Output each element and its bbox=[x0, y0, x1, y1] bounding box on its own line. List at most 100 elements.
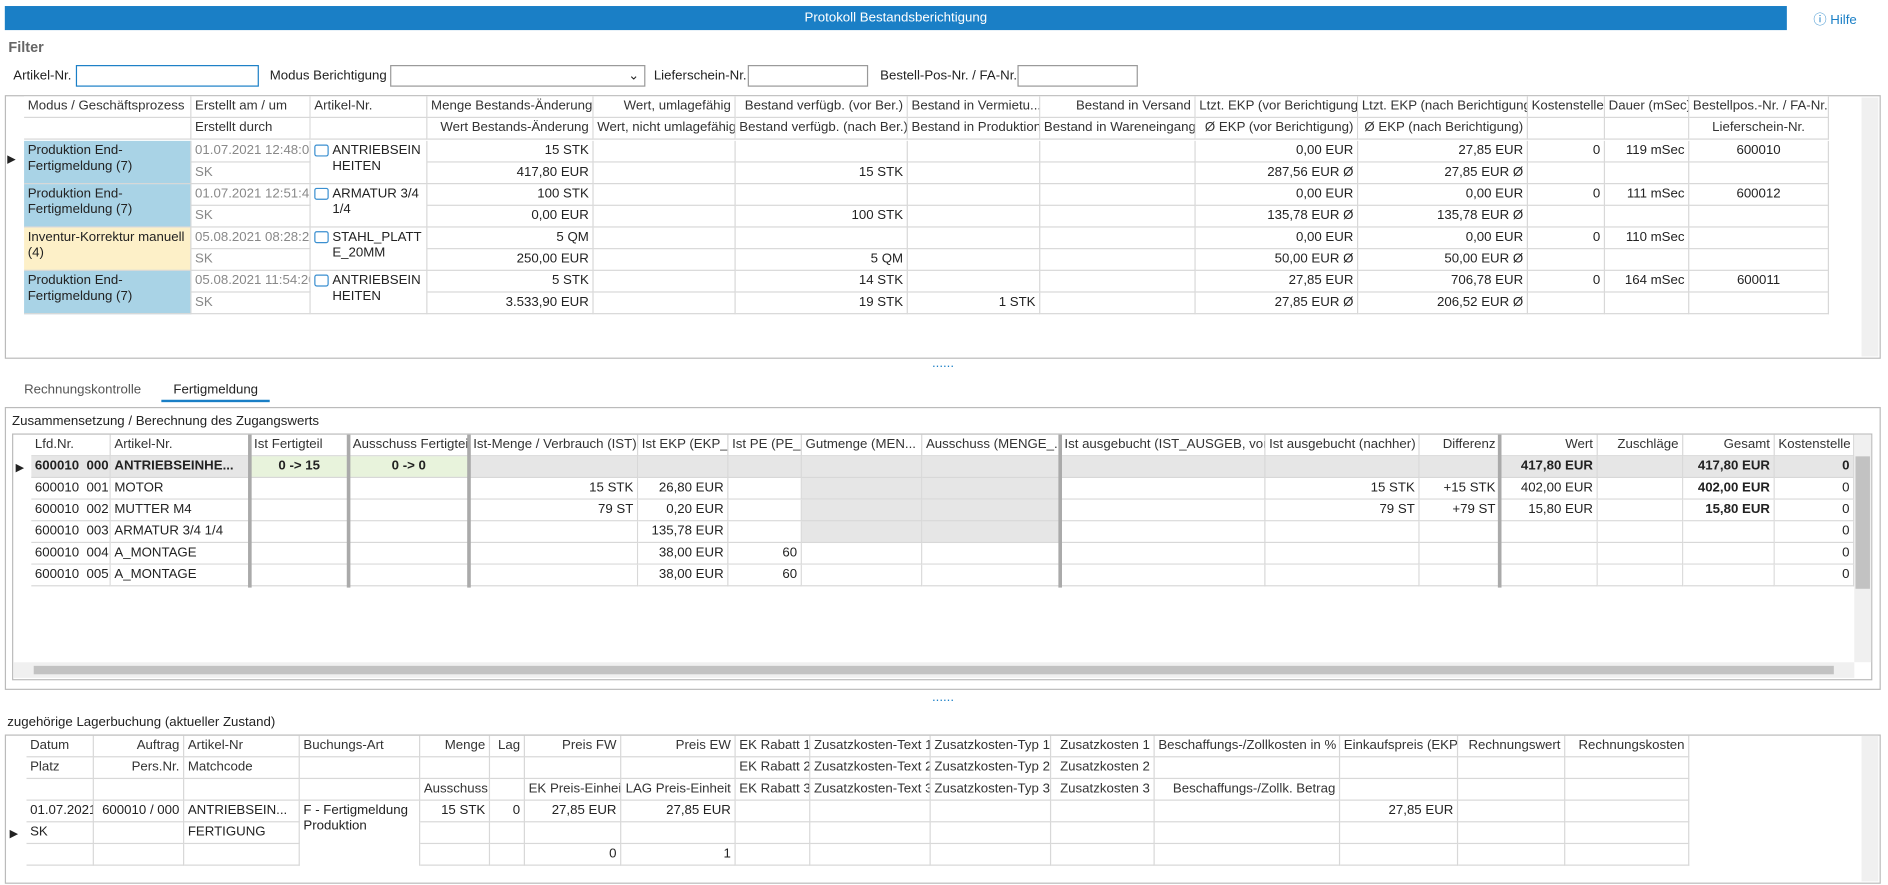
value-cell: 600011 bbox=[1689, 271, 1829, 293]
value-cell: 19 STK bbox=[736, 293, 908, 315]
column-header: Beschaffungs-/Zollkosten in % bbox=[1155, 736, 1340, 758]
column-header: Zusatzkosten 3 bbox=[1051, 779, 1155, 801]
cell: 0 bbox=[1775, 565, 1854, 587]
value-cell: 206,52 EUR Ø bbox=[1358, 293, 1528, 315]
mode-cell: Produktion End-Fertigmeldung (7) bbox=[24, 141, 191, 184]
column-header: Gesamt bbox=[1683, 435, 1775, 457]
column-header: Wert bbox=[1500, 435, 1598, 457]
column-header: EK Rabatt 3 bbox=[736, 779, 811, 801]
cell: 15,80 EUR bbox=[1500, 500, 1598, 522]
value-cell bbox=[1040, 184, 1195, 206]
cell: 600010 / 000 bbox=[94, 801, 184, 823]
value-cell: 706,78 EUR bbox=[1358, 271, 1528, 293]
cell bbox=[1500, 521, 1598, 543]
splitter: ...... bbox=[932, 690, 954, 704]
value-cell bbox=[736, 228, 908, 250]
cell bbox=[1061, 478, 1266, 500]
column-header: Ist ausgebucht (IST_AUSGEB, vor... bbox=[1061, 435, 1266, 457]
bestell-input[interactable] bbox=[1017, 65, 1137, 87]
cell: 38,00 EUR bbox=[638, 543, 728, 565]
mode-cell: Produktion End-Fertigmeldung (7) bbox=[24, 271, 191, 314]
column-header: Auftrag bbox=[94, 736, 184, 758]
column-header bbox=[1458, 757, 1565, 779]
column-header bbox=[26, 779, 93, 801]
cell bbox=[1420, 456, 1501, 478]
cell: 60 bbox=[728, 543, 801, 565]
column-header: Zusatzkosten 2 bbox=[1051, 757, 1155, 779]
column-header: Ltzt. EKP (nach Berichtigung) bbox=[1358, 96, 1528, 118]
artikel-input[interactable] bbox=[76, 65, 259, 87]
value-cell: 135,78 EUR Ø bbox=[1196, 206, 1359, 228]
cell bbox=[1340, 822, 1458, 844]
v-scrollbar-thumb bbox=[1855, 456, 1869, 588]
value-cell: 250,00 EUR bbox=[427, 249, 593, 271]
cell: 60 bbox=[728, 565, 801, 587]
cell bbox=[349, 521, 469, 543]
cell bbox=[250, 543, 349, 565]
value-cell bbox=[594, 163, 736, 185]
row-indicator: ▶ bbox=[16, 461, 24, 474]
value-cell bbox=[594, 206, 736, 228]
cell: 79 ST bbox=[1265, 500, 1419, 522]
cell bbox=[1420, 565, 1501, 587]
cell bbox=[1265, 456, 1419, 478]
cell bbox=[349, 543, 469, 565]
modus-select[interactable]: ⌄ bbox=[390, 65, 645, 87]
value-cell bbox=[908, 184, 1040, 206]
cell: 0 bbox=[1775, 500, 1854, 522]
cell bbox=[922, 456, 1060, 478]
column-header: Zuschläge bbox=[1598, 435, 1683, 457]
cell bbox=[250, 478, 349, 500]
cell bbox=[1598, 478, 1683, 500]
cell bbox=[349, 478, 469, 500]
column-header: Bestand in Vermietu... bbox=[908, 96, 1040, 118]
lieferschein-input[interactable] bbox=[748, 65, 868, 87]
cell bbox=[931, 801, 1051, 823]
cell bbox=[1155, 822, 1340, 844]
value-cell: 119 mSec bbox=[1605, 141, 1689, 163]
row-indicator: ▶ bbox=[7, 153, 15, 166]
cell bbox=[420, 844, 490, 866]
help-link[interactable]: ⓘ Hilfe bbox=[1813, 10, 1856, 29]
column-separator bbox=[1058, 435, 1062, 588]
column-header bbox=[300, 757, 420, 779]
filter-label: Bestell-Pos-Nr. / FA-Nr. bbox=[880, 69, 1017, 83]
cell bbox=[349, 565, 469, 587]
column-header: Ausschuss bbox=[420, 779, 490, 801]
column-header: Rechnungswert bbox=[1458, 736, 1565, 758]
value-cell: 50,00 EUR Ø bbox=[1358, 249, 1528, 271]
article-icon bbox=[314, 231, 328, 243]
cell: 27,85 EUR bbox=[1340, 801, 1458, 823]
cell bbox=[525, 822, 621, 844]
cell: F - Fertigmeldung Produktion bbox=[300, 801, 420, 823]
cell bbox=[420, 822, 490, 844]
cell: 79 ST bbox=[470, 500, 639, 522]
cell: 15 STK bbox=[470, 478, 639, 500]
cell: 27,85 EUR bbox=[525, 801, 621, 823]
column-header: Ltzt. EKP (vor Berichtigung) bbox=[1196, 96, 1359, 118]
cell bbox=[621, 822, 735, 844]
column-header: EK Rabatt 1 bbox=[736, 736, 811, 758]
user-cell: SK bbox=[191, 293, 310, 315]
value-cell bbox=[594, 271, 736, 293]
value-cell bbox=[908, 141, 1040, 163]
cell bbox=[728, 456, 801, 478]
help[interactable]: Hilfe bbox=[1830, 13, 1857, 27]
column-header: Lieferschein-Nr. bbox=[1689, 118, 1829, 140]
cell bbox=[802, 543, 922, 565]
cell: 15,80 EUR bbox=[1683, 500, 1775, 522]
column-header: Ist Fertigteil bbox=[250, 435, 349, 457]
user-cell: SK bbox=[191, 249, 310, 271]
value-cell bbox=[1605, 293, 1689, 315]
column-separator bbox=[248, 435, 252, 588]
cell bbox=[931, 844, 1051, 866]
cell bbox=[802, 456, 922, 478]
value-cell bbox=[1689, 249, 1829, 271]
column-header: Erstellt durch bbox=[191, 118, 310, 140]
cell bbox=[1598, 521, 1683, 543]
cell: 0 -> 0 bbox=[349, 456, 469, 478]
value-cell bbox=[594, 293, 736, 315]
cell bbox=[1340, 844, 1458, 866]
cell bbox=[1420, 521, 1501, 543]
cell: A_MONTAGE bbox=[111, 565, 251, 587]
